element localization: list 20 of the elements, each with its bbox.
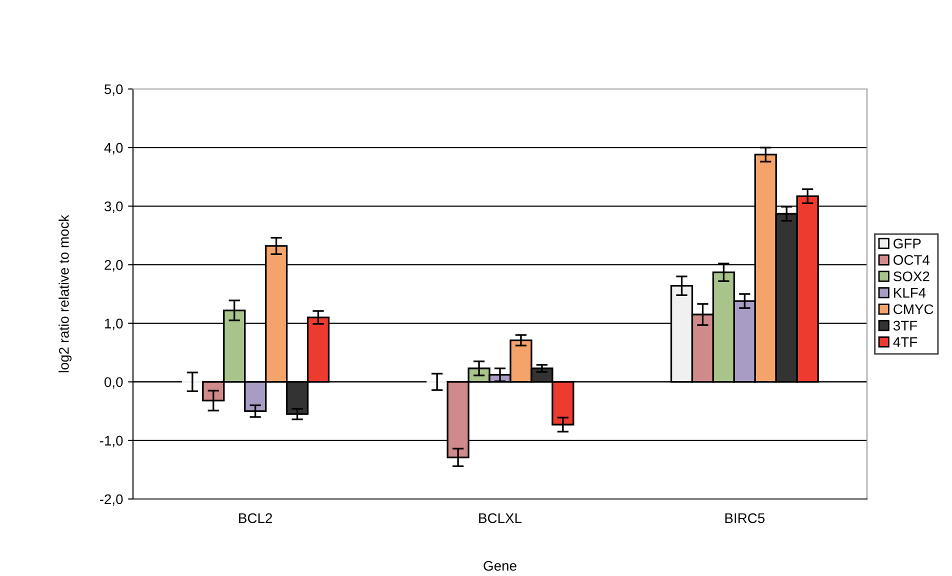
- legend-label: 4TF: [893, 337, 918, 347]
- y-tick-label: -1,0: [100, 436, 123, 448]
- y-axis-title: log2 ratio relative to mock: [58, 214, 72, 372]
- y-tick-label: 1,0: [105, 318, 123, 330]
- y-tick-label: 3,0: [104, 201, 123, 213]
- x-tick-label: BCL2: [239, 513, 272, 524]
- legend-label: CMYC: [894, 304, 934, 314]
- y-tick-label: 4,0: [104, 142, 123, 154]
- x-axis-title: Gene: [484, 560, 516, 571]
- y-tick-label: -2,0: [100, 494, 123, 506]
- legend-label: KLF4: [894, 288, 926, 298]
- y-tick-label: 0,0: [104, 377, 123, 389]
- y-tick-label: 2,0: [104, 260, 123, 272]
- legend-label: SOX2: [894, 271, 930, 282]
- legend-label: OCT4: [894, 255, 930, 265]
- y-tick-label: 5,0: [104, 84, 123, 96]
- x-tick-label: BIRC5: [725, 513, 765, 524]
- legend-label: GFP: [894, 238, 921, 248]
- legend-label: 3TF: [893, 320, 918, 331]
- x-tick-label: BCLXL: [479, 513, 522, 524]
